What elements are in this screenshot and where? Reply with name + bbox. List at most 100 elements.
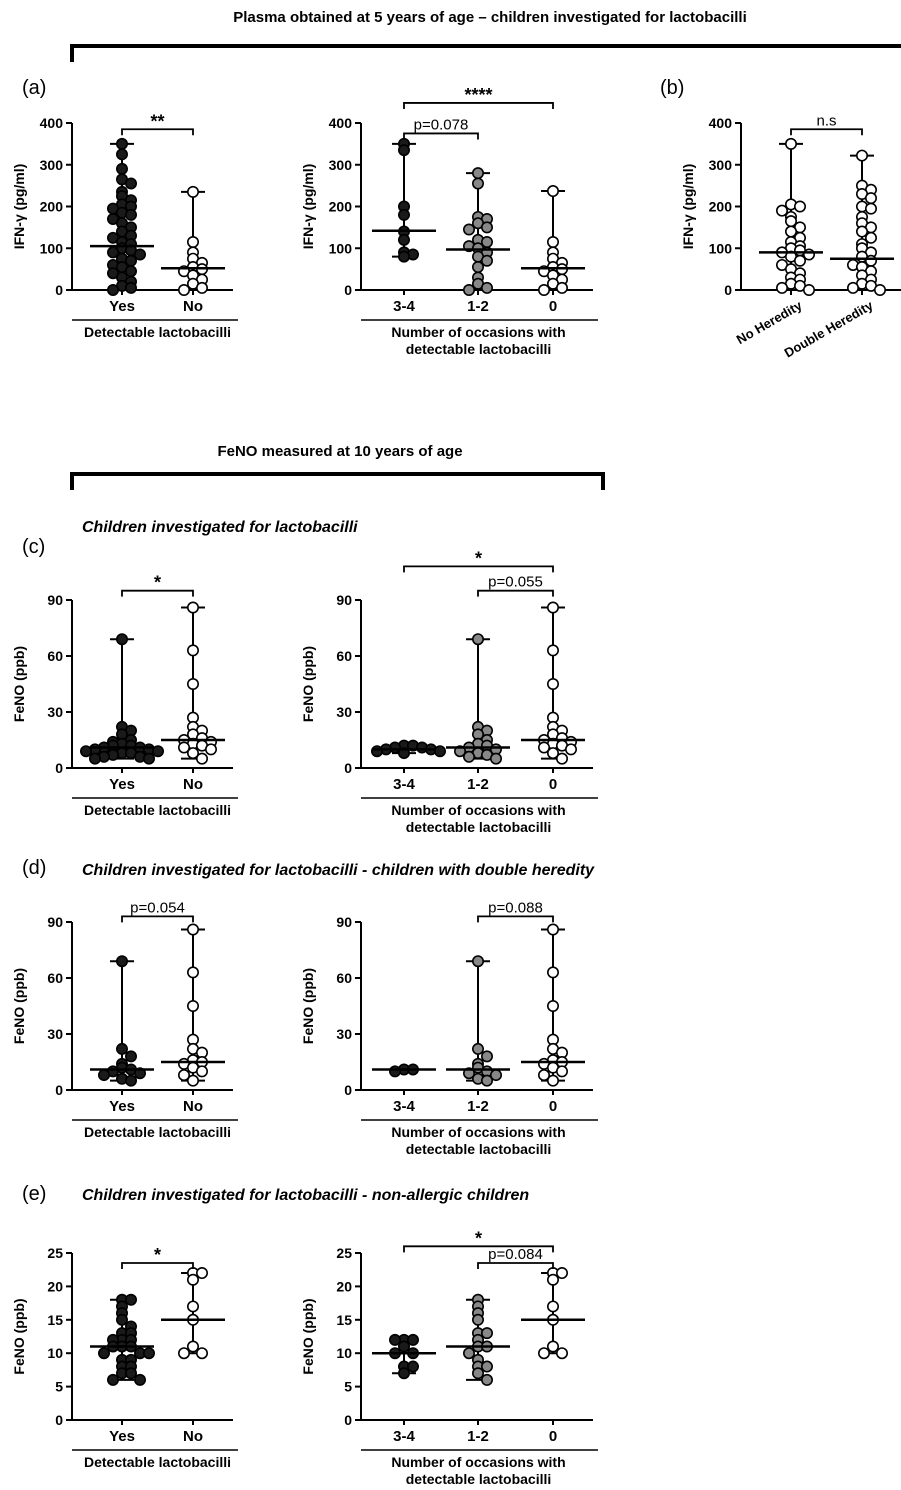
data-point: [116, 162, 129, 175]
data-point: [116, 633, 129, 646]
panel-label: (e): [22, 1183, 46, 1205]
y-tick-label: 30: [47, 704, 63, 720]
x-category-label: 3-4: [393, 776, 415, 793]
data-point: [187, 1273, 200, 1286]
data-point: [546, 923, 559, 936]
y-tick-label: 200: [329, 199, 353, 215]
y-tick-label: 0: [344, 1412, 352, 1428]
data-point: [546, 1273, 559, 1286]
y-tick-label: 30: [336, 704, 352, 720]
significance-label: *: [154, 573, 161, 593]
bracket-line: [403, 1245, 554, 1253]
data-point: [205, 743, 218, 756]
x-category-label: 3-4: [393, 298, 415, 315]
series-0: [521, 185, 585, 296]
data-point: [187, 644, 200, 657]
x-category-label: 0: [549, 1428, 557, 1445]
y-tick-label: 25: [47, 1245, 63, 1261]
data-point: [116, 137, 129, 150]
bracket-line: [121, 128, 194, 136]
x-category-label: Yes: [109, 1428, 135, 1445]
x-category-label: 1-2: [467, 1428, 489, 1445]
data-point: [152, 745, 165, 758]
data-point: [546, 644, 559, 657]
data-point: [397, 1367, 410, 1380]
data-point: [397, 144, 410, 157]
data-point: [462, 223, 475, 236]
data-point: [98, 1347, 111, 1360]
y-axis-label: IFN-γ (pg/ml): [300, 164, 316, 250]
significance-bracket: *: [403, 1228, 554, 1253]
significance-label: **: [150, 111, 164, 131]
significance-label: ****: [464, 85, 492, 105]
section-c-title: Children investigated for lactobacilli: [82, 519, 358, 536]
data-point: [178, 283, 191, 296]
data-point: [89, 752, 102, 765]
data-point: [196, 1065, 209, 1078]
data-point: [489, 752, 502, 765]
data-point: [125, 281, 138, 294]
chart-c1: (c) 0 30 60 90 FeNO (ppb) Yes No Detectable lact…: [11, 536, 238, 818]
data-point: [775, 204, 788, 217]
x-category-label: Yes: [109, 776, 135, 793]
series-Yes: [90, 1293, 156, 1386]
data-point: [370, 745, 383, 758]
data-point: [116, 148, 129, 161]
data-point: [855, 149, 868, 162]
series-1-2: [446, 167, 510, 296]
data-point: [187, 235, 200, 248]
y-tick-label: 400: [329, 115, 353, 131]
data-point: [471, 1313, 484, 1326]
data-point: [775, 281, 788, 294]
series-Double Heredity: [830, 149, 894, 296]
y-axis-label: FeNO (ppb): [300, 968, 316, 1044]
x-category-label: 0: [549, 776, 557, 793]
significance-bracket: p=0.078: [403, 116, 479, 140]
data-point: [784, 137, 797, 150]
data-point: [480, 1050, 493, 1063]
significance-bracket: *: [121, 573, 194, 597]
panel-label: (a): [22, 77, 46, 99]
data-point: [480, 281, 493, 294]
x-axis-label: Detectable lactobacilli: [84, 1454, 231, 1470]
data-point: [546, 601, 559, 614]
significance-bracket: *: [121, 1245, 194, 1270]
significance-label: p=0.055: [488, 574, 543, 591]
data-point: [187, 1300, 200, 1313]
data-point: [406, 1360, 419, 1373]
y-tick-label: 15: [336, 1312, 352, 1328]
y-tick-label: 300: [709, 157, 733, 173]
significance-bracket: p=0.084: [477, 1246, 554, 1270]
data-point: [480, 254, 493, 267]
data-point: [537, 1069, 550, 1082]
data-point: [196, 752, 209, 765]
data-point: [555, 1267, 568, 1280]
x-axis-label: Number of occasions with: [391, 802, 565, 818]
data-point: [178, 741, 191, 754]
data-point: [116, 955, 129, 968]
series-No: [161, 601, 225, 765]
data-point: [546, 185, 559, 198]
data-point: [802, 283, 815, 296]
y-tick-label: 100: [709, 240, 733, 256]
y-tick-label: 15: [47, 1312, 63, 1328]
x-axis-label: detectable lactobacilli: [406, 1141, 552, 1157]
y-tick-label: 5: [55, 1379, 63, 1395]
data-point: [555, 281, 568, 294]
y-tick-label: 90: [336, 592, 352, 608]
series-Yes: [80, 633, 165, 765]
data-point: [196, 281, 209, 294]
x-axis-label: Number of occasions with: [391, 1454, 565, 1470]
series-No: [161, 1267, 225, 1360]
data-point: [855, 225, 868, 238]
data-point: [143, 752, 156, 765]
bracket-line: [403, 132, 479, 140]
data-point: [471, 1367, 484, 1380]
data-point: [462, 283, 475, 296]
data-point: [537, 283, 550, 296]
data-point: [471, 633, 484, 646]
data-point: [187, 923, 200, 936]
data-point: [187, 601, 200, 614]
